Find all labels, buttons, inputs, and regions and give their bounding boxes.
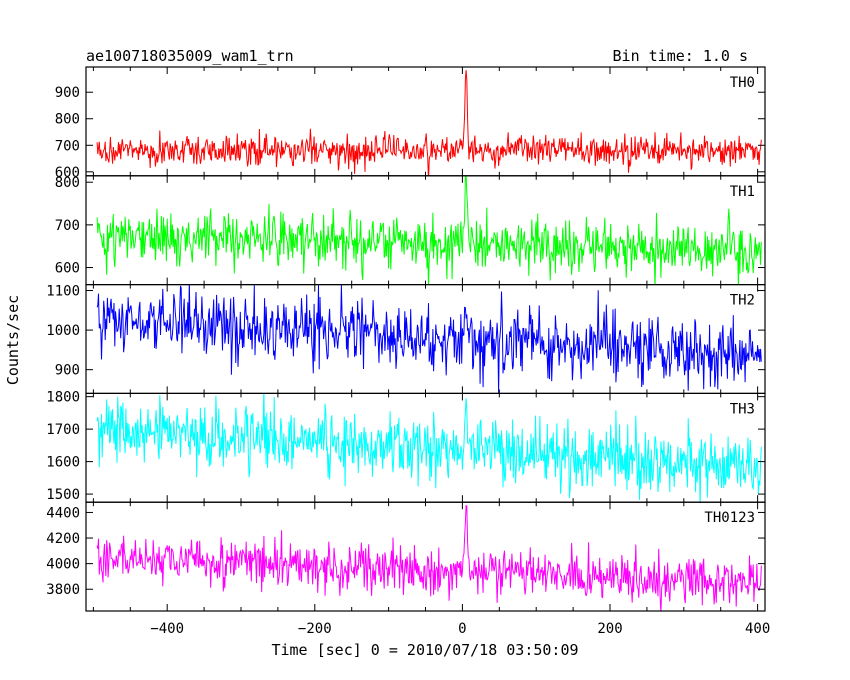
series-line-th2 (96, 284, 762, 394)
bin-time-label: Bin time: 1.0 s (613, 47, 748, 65)
series-line-th1 (96, 175, 762, 285)
panel-label-th0123: TH0123 (704, 510, 755, 526)
y-tick-label: 900 (55, 363, 80, 379)
y-tick-label: 1100 (46, 284, 80, 300)
x-axis: −400 −200 0 200 400 (150, 621, 770, 637)
y-tick-label: 1800 (46, 390, 80, 406)
y-tick-label: 3800 (46, 582, 80, 598)
series-line-th0 (96, 70, 762, 176)
y-tick-label: 800 (55, 175, 80, 191)
series-line-th0123 (96, 504, 762, 612)
y-tick-label: 1500 (46, 487, 80, 503)
panel-th2: 900 1000 1100 TH2 (46, 284, 766, 395)
y-tick-label: 800 (55, 112, 80, 128)
panel-label-th0: TH0 (730, 75, 755, 91)
y-tick-label: 600 (55, 165, 80, 181)
panel-th0: 600 700 800 900 TH0 (55, 66, 766, 181)
y-tick-label: 700 (55, 218, 80, 234)
panel-th3: 1500 1600 1700 1800 TH3 (46, 390, 766, 503)
y-tick-label: 700 (55, 138, 80, 154)
panel-label-th1: TH1 (730, 184, 755, 200)
panel-label-th2: TH2 (730, 293, 755, 309)
series-line-th3 (96, 393, 762, 503)
panels-group: 600 700 800 900 TH0 600 700 800 TH1 900 1000 1100 TH… (46, 66, 766, 612)
x-tick-label: 400 (745, 621, 770, 637)
y-tick-label: 4400 (46, 505, 80, 521)
x-tick-label: 200 (597, 621, 622, 637)
y-tick-label: 4000 (46, 557, 80, 573)
y-tick-label: 600 (55, 261, 80, 277)
x-axis-label: Time [sec] 0 = 2010/07/18 03:50:09 (271, 641, 578, 659)
panel-label-th3: TH3 (730, 401, 755, 417)
panel-th1: 600 700 800 TH1 (55, 175, 766, 286)
y-tick-label: 900 (55, 85, 80, 101)
x-tick-label: −200 (298, 621, 332, 637)
observation-title: ae100718035009_wam1_trn (86, 47, 294, 65)
y-tick-label: 1000 (46, 323, 80, 339)
x-tick-label: −400 (150, 621, 184, 637)
y-axis-label: Counts/sec (4, 295, 22, 385)
y-tick-label: 1600 (46, 455, 80, 471)
panel-th0123: 3800 4000 4200 4400 TH0123 (46, 501, 766, 612)
x-tick-label: 0 (458, 621, 466, 637)
y-tick-label: 1700 (46, 422, 80, 438)
y-tick-label: 4200 (46, 531, 80, 547)
